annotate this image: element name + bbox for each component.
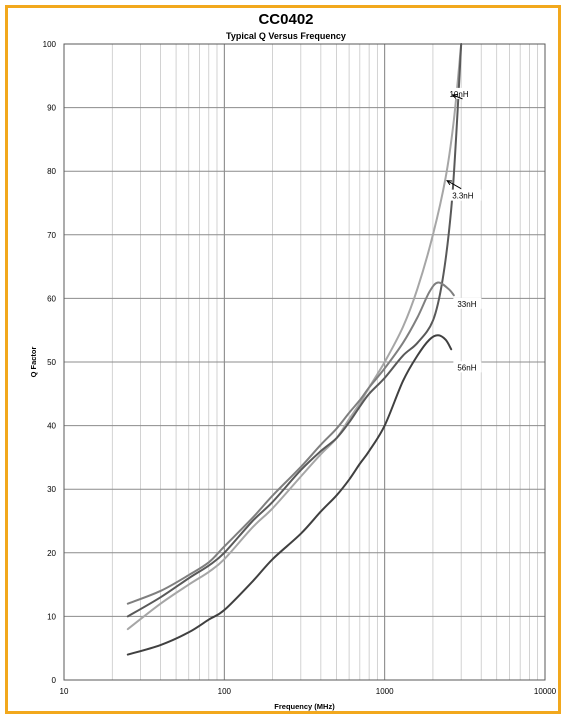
x-tick-label: 10 — [60, 687, 69, 696]
series-line-33nh — [126, 281, 455, 605]
annotation-arrowhead-10nh — [451, 94, 458, 99]
y-tick-label: 80 — [47, 167, 56, 176]
x-tick-label: 1000 — [376, 687, 394, 696]
x-axis-label: Frequency (MHz) — [274, 702, 335, 711]
y-tick-label: 70 — [47, 231, 56, 240]
chart-frame — [5, 5, 561, 714]
y-tick-label: 50 — [47, 358, 56, 367]
x-tick-label: 100 — [218, 687, 232, 696]
chart-title: CC0402 — [258, 11, 314, 28]
annotation-bg-33nh — [453, 297, 482, 309]
y-tick-label: 0 — [52, 676, 57, 685]
y-axis-label: Q Factor — [29, 347, 38, 378]
y-tick-label: 30 — [47, 485, 56, 494]
series-line-33nh — [126, 43, 463, 618]
annotation-bg-10nh — [445, 87, 474, 99]
annotation-label-33nh: 3.3nH — [452, 192, 474, 201]
annotation-label-33nh: 33nH — [457, 300, 476, 309]
y-tick-label: 20 — [47, 549, 56, 558]
series-line-10nh — [126, 43, 463, 631]
series-layer — [126, 43, 463, 656]
annotation-arrow-10nh — [452, 94, 463, 100]
y-tick-label: 90 — [47, 104, 56, 113]
y-tick-label: 40 — [47, 422, 56, 431]
x-tick-label: 10000 — [534, 687, 557, 696]
y-tick-label: 60 — [47, 294, 56, 303]
y-tick-label: 10 — [47, 612, 56, 621]
annotation-bg-56nh — [453, 361, 482, 373]
annotation-bg-33nh — [448, 189, 482, 201]
series-line-56nh — [126, 334, 453, 656]
annotation-arrow-33nh — [446, 180, 462, 190]
plot-area-border — [63, 43, 546, 681]
annotation-label-10nh: 10nH — [449, 90, 468, 99]
annotations: 10nH 3.3nH 33nH 56nH — [445, 87, 482, 373]
y-tick-label: 100 — [43, 40, 57, 49]
annotation-label-56nh: 56nH — [457, 363, 476, 372]
chart-subtitle: Typical Q Versus Frequency — [226, 31, 346, 41]
annotation-arrowhead-33nh — [446, 180, 453, 186]
